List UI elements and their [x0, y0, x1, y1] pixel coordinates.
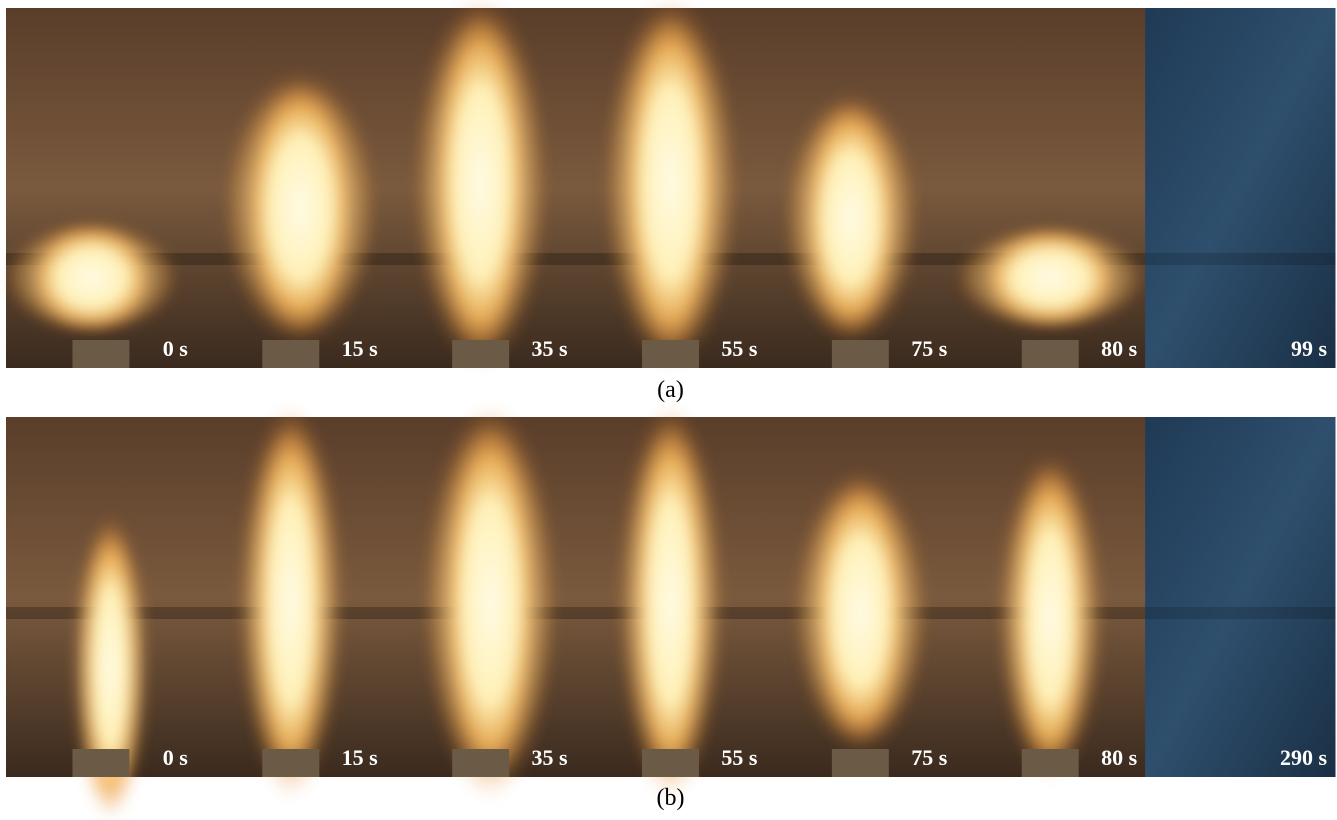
frame-background: [1145, 8, 1336, 368]
time-label: 35 s: [532, 745, 569, 770]
time-label: 35 s: [532, 336, 569, 361]
time-label: 55 s: [721, 336, 758, 361]
photo-frame: 15 s: [195, 404, 387, 800]
panel-caption: (a): [657, 377, 684, 403]
time-label: 80 s: [1101, 336, 1138, 361]
flame-core: [29, 226, 154, 330]
flame-core: [442, 422, 539, 782]
flame-core: [982, 230, 1119, 326]
photo-frame: 80 s: [955, 417, 1146, 782]
flame-core: [622, 13, 719, 353]
photo-frame: 15 s: [195, 8, 387, 368]
photo-frame: 0 s: [6, 417, 197, 820]
photo-frame: 75 s: [765, 417, 956, 777]
photo-frame: 75 s: [765, 8, 956, 368]
wall-band: [1145, 253, 1336, 265]
time-label: 75 s: [911, 745, 948, 770]
photo-frame: 0 s: [4, 8, 197, 368]
flame-core: [252, 422, 329, 782]
burner: [72, 340, 130, 368]
burner: [1021, 749, 1079, 777]
frame-background: [1145, 417, 1336, 777]
time-label: 15 s: [342, 336, 379, 361]
photo-frame: 80 s: [955, 8, 1146, 368]
burner: [831, 749, 889, 777]
flame-core: [245, 83, 356, 333]
time-label: 55 s: [721, 745, 758, 770]
time-label: 0 s: [163, 336, 189, 361]
flame-core: [1012, 467, 1089, 767]
burner: [1021, 340, 1079, 368]
photo-frame: 55 s: [575, 0, 766, 370]
panel-caption: (b): [657, 785, 685, 811]
photo-frame: 55 s: [575, 404, 766, 800]
flame-core: [812, 482, 909, 742]
photo-frame: 35 s: [385, 0, 577, 370]
burner: [72, 749, 130, 777]
time-label: 15 s: [342, 745, 379, 770]
burner: [262, 340, 320, 368]
burner: [452, 340, 510, 368]
time-label: 99 s: [1291, 336, 1328, 361]
photo-frame: 99 s: [1145, 8, 1336, 368]
time-label: 290 s: [1280, 745, 1328, 770]
burner: [452, 749, 510, 777]
flame-core: [632, 422, 709, 782]
burner: [262, 749, 320, 777]
panel: 0 s 15 s 35 s 55 s 75 s 80 s 99 s (a): [4, 0, 1336, 403]
flame-core: [82, 527, 139, 807]
photo-frame: 290 s: [1145, 417, 1336, 777]
burner: [831, 340, 889, 368]
burner: [642, 749, 699, 777]
flame-core: [802, 103, 899, 333]
time-label: 80 s: [1101, 745, 1138, 770]
wall-band: [1145, 607, 1336, 619]
time-label: 0 s: [163, 745, 189, 770]
time-label: 75 s: [911, 336, 948, 361]
photo-frame: 35 s: [385, 404, 577, 800]
flame-core: [432, 13, 529, 353]
panel: 0 s 15 s 35 s 55 s 75 s 80 s 290 s (b): [6, 404, 1336, 820]
burner: [642, 340, 699, 368]
